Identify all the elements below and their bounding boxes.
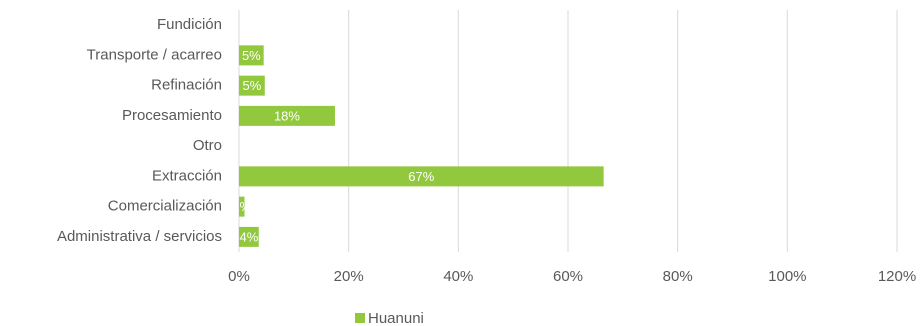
bar xyxy=(239,196,245,217)
x-tick-label: 60% xyxy=(553,268,583,285)
x-tick-label: 120% xyxy=(878,268,916,285)
bar xyxy=(239,105,335,126)
data-label: 18% xyxy=(274,108,300,123)
y-tick-label: Transporte / acarreo xyxy=(87,46,222,63)
bar xyxy=(239,75,265,96)
data-label: 4% xyxy=(239,229,258,244)
y-tick-label: Administrativa / servicios xyxy=(57,228,222,245)
y-tick-label: Fundición xyxy=(157,16,222,33)
data-label: 1% xyxy=(232,199,251,214)
bar xyxy=(239,45,264,66)
data-label: 5% xyxy=(242,78,261,93)
y-tick-label: Otro xyxy=(193,137,222,154)
y-tick-label: Extracción xyxy=(152,167,222,184)
x-tick-label: 20% xyxy=(334,268,364,285)
y-tick-label: Refinación xyxy=(151,77,222,94)
data-label: 5% xyxy=(242,48,261,63)
x-tick-label: 80% xyxy=(663,268,693,285)
legend-label: Huanuni xyxy=(368,310,424,326)
bar xyxy=(239,226,259,247)
legend-swatch xyxy=(355,313,365,323)
x-tick-label: 0% xyxy=(228,268,250,285)
bar xyxy=(239,166,604,187)
x-tick-label: 100% xyxy=(768,268,806,285)
data-label: 67% xyxy=(408,169,434,184)
y-tick-label: Comercialización xyxy=(108,198,222,215)
y-tick-label: Procesamiento xyxy=(122,107,222,124)
x-tick-label: 40% xyxy=(443,268,473,285)
